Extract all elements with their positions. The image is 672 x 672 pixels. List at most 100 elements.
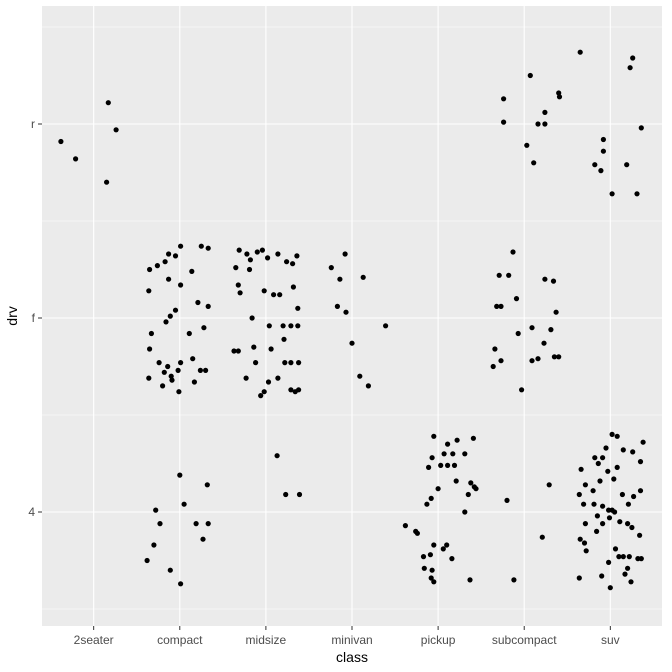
data-point [594,528,600,535]
data-point [582,521,589,527]
data-point [288,360,294,366]
x-tick-label: minivan [331,633,372,647]
data-point [193,521,199,527]
data-point [600,136,607,143]
data-point [271,292,277,298]
data-point [191,379,197,385]
x-tick-label: suv [601,633,620,647]
data-point [498,303,504,309]
data-point [625,565,631,571]
x-tick-label: compact [157,633,203,647]
data-point [529,358,535,364]
data-point [609,191,615,197]
data-point [365,383,371,389]
data-point [510,249,516,255]
data-point [428,575,434,581]
data-point [581,540,588,546]
data-point [492,346,498,352]
data-point [236,247,242,253]
data-point [337,276,343,282]
data-point [235,348,241,354]
data-point [591,501,597,507]
data-point [605,468,611,474]
data-point [265,379,272,385]
y-tick-label: r [31,117,35,131]
data-point [343,309,349,315]
data-point [178,243,184,249]
data-point [577,49,583,55]
data-point [465,491,471,498]
data-point [294,253,300,259]
data-point [622,571,628,577]
data-point [197,367,203,373]
data-point [420,554,427,560]
data-point [592,455,598,461]
data-point [237,290,243,296]
data-point [151,542,157,548]
data-point [600,521,606,527]
data-point [494,303,500,309]
data-point [606,515,613,521]
data-point [190,356,196,362]
data-point [449,556,455,562]
data-point [259,247,265,253]
data-point [624,162,630,168]
data-point [595,460,601,467]
data-point [258,393,264,399]
data-point [620,447,626,453]
data-point [162,259,168,265]
data-point [181,501,187,507]
data-point [168,373,174,379]
data-point [445,462,451,468]
y-tick-label: f [32,311,36,325]
data-point [104,179,110,185]
data-point [421,565,427,571]
data-point [148,330,154,337]
data-point [600,455,606,461]
data-point [453,478,459,484]
data-point [444,542,450,548]
data-point [249,315,255,321]
data-point [598,168,604,174]
data-point [189,268,195,274]
data-point [265,255,271,261]
data-point [178,360,184,366]
data-point [244,251,250,257]
data-point [581,501,587,507]
data-point [614,464,620,470]
data-point [261,389,267,395]
data-point [445,441,451,447]
data-point [498,358,504,364]
data-point [172,253,179,259]
x-tick-label: midsize [246,633,287,647]
data-point [186,330,192,337]
data-point [638,556,644,562]
data-point [198,243,204,249]
data-point [438,462,444,468]
data-point [160,383,166,389]
data-point [631,493,637,500]
data-point [163,319,169,325]
data-point [556,94,563,100]
data-point [616,554,622,560]
data-point [156,360,162,366]
data-point [275,375,281,381]
data-point [251,344,257,350]
data-point [144,557,150,564]
data-point [594,513,601,519]
data-point [637,488,644,494]
data-point [607,585,613,591]
grid-lines [42,6,662,626]
data-point [551,354,558,360]
data-point [247,257,253,263]
data-point [284,259,290,265]
data-point [280,323,286,329]
data-point [292,389,298,395]
x-axis: 2seater compact midsize minivan pickup subcom… [74,626,620,647]
data-point [470,435,476,441]
data-point [172,307,179,313]
data-point [630,449,636,455]
data-point [167,313,173,319]
data-point [201,325,207,331]
